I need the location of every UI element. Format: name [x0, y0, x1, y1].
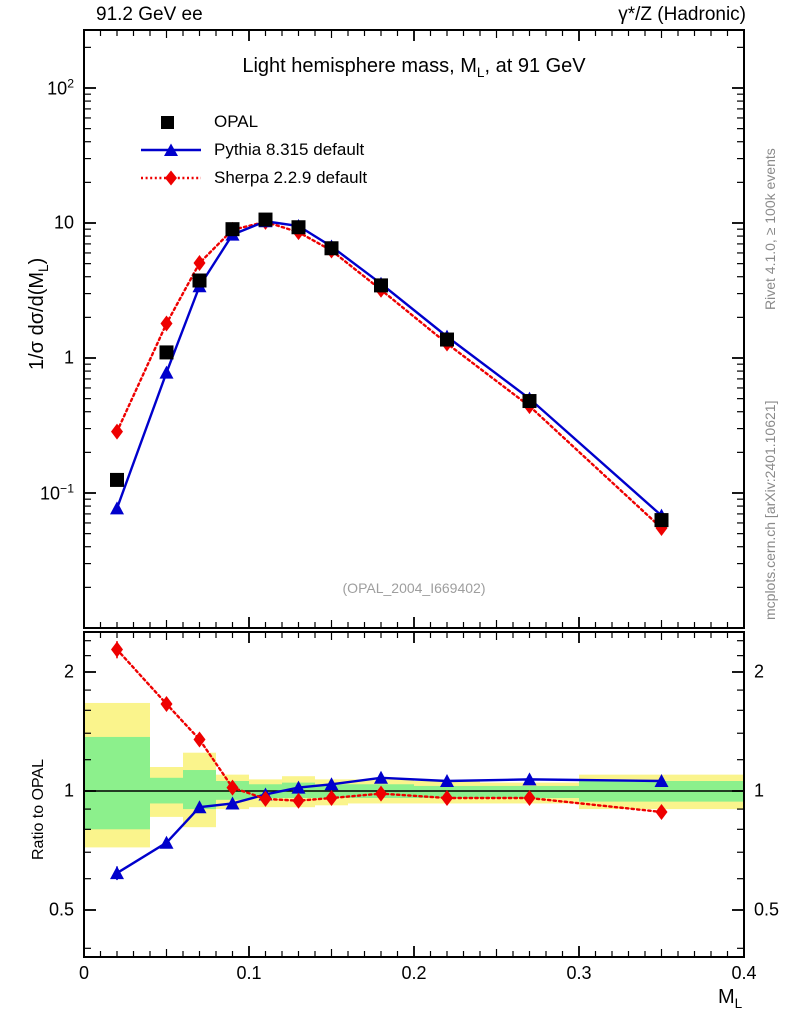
- header-process: γ*/Z (Hadronic): [618, 4, 746, 25]
- legend-key-square-icon: [140, 113, 202, 131]
- x-tick-label: 0.2: [401, 963, 427, 983]
- ratio-uncertainty-bands: [84, 702, 744, 848]
- legend-entry-pythia[interactable]: Pythia 8.315 default: [140, 136, 367, 164]
- x-tick-label: 0.3: [566, 963, 592, 983]
- y-tick-label-ratio: 1: [63, 780, 74, 801]
- y-tick-label-ratio-right: 0.5: [754, 899, 780, 920]
- y-tick-label-main: 10: [53, 212, 74, 233]
- x-tick-label: 0.1: [236, 963, 262, 983]
- axis-ticks: [83, 30, 745, 957]
- plot-title: Light hemisphere mass, ML, at 91 GeV: [242, 55, 586, 80]
- x-tick-label: 0.4: [731, 963, 757, 983]
- y-tick-label-ratio: 0.5: [48, 899, 74, 920]
- y-tick-label-ratio-right: 2: [754, 661, 765, 682]
- y-tick-label-ratio: 2: [63, 661, 74, 682]
- y-tick-label-ratio-right: 1: [754, 780, 765, 801]
- ratio-panel-series: [110, 641, 669, 881]
- header-beam-energy: 91.2 GeV ee: [96, 4, 203, 25]
- legend-label-opal: OPAL: [214, 112, 259, 131]
- y-tick-label-main: 1: [63, 347, 74, 368]
- legend-label-sherpa: Sherpa 2.2.9 default: [214, 168, 368, 187]
- legend-entry-sherpa[interactable]: Sherpa 2.2.9 default: [140, 164, 367, 192]
- main-panel-series: [110, 212, 669, 537]
- legend-entry-opal[interactable]: OPAL: [140, 108, 367, 136]
- legend-key-diamond-icon: [140, 169, 202, 187]
- x-tick-label: 0: [78, 963, 90, 983]
- legend-key-triangle-icon: [140, 141, 202, 159]
- x-axis-label: ML: [718, 986, 743, 1011]
- analysis-watermark: (OPAL_2004_I669402): [342, 580, 486, 596]
- y-tick-label-main: 102: [47, 76, 74, 99]
- y-tick-label-main: 10−1: [40, 481, 74, 504]
- legend-label-pythia: Pythia 8.315 default: [214, 140, 365, 159]
- legend: OPAL Pythia 8.315 default Sherpa 2.2.9 d…: [140, 108, 367, 192]
